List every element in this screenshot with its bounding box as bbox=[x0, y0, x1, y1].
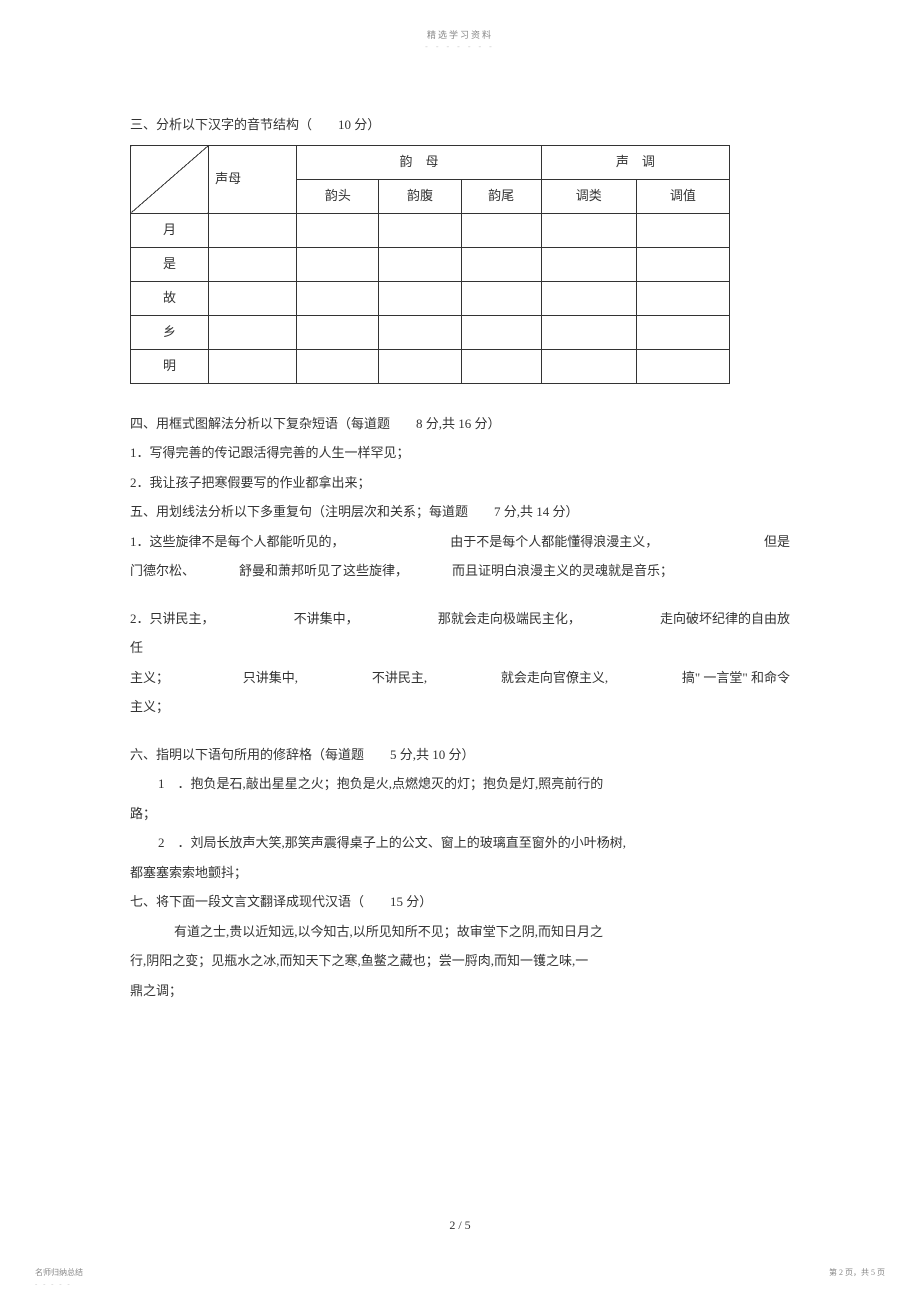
section7-text3: 鼎之调； bbox=[130, 981, 790, 1001]
syllable-table: 声母 韵 母 声 调 韵头 韵腹 韵尾 调类 调值 月 是 故 乡 明 bbox=[130, 145, 730, 384]
text-segment: 而且证明白浪漫主义的灵魂就是音乐； bbox=[452, 561, 673, 581]
table-row: 明 bbox=[131, 349, 730, 383]
section5-title: 五、用划线法分析以下多重复句（注明层次和关系；每道题 7 分,共 14 分） bbox=[130, 502, 790, 522]
text-segment: 舒曼和萧邦听见了这些旋律， bbox=[239, 561, 408, 581]
section7-text2: 行,阴阳之变；见瓶水之冰,而知天下之寒,鱼鳖之藏也；尝一脟肉,而知一镬之味,一 bbox=[130, 951, 790, 971]
sub-yuntou: 韵头 bbox=[297, 179, 379, 213]
table-diag-cell bbox=[131, 145, 209, 213]
section5-q1-line2: 门德尔松、 舒曼和萧邦听见了这些旋律， 而且证明白浪漫主义的灵魂就是音乐； bbox=[130, 561, 790, 581]
section5-q2-line1: 2．只讲民主， 不讲集中， 那就会走向极端民主化， 走向破坏纪律的自由放 bbox=[130, 609, 790, 629]
section3-title: 三、分析以下汉字的音节结构（ 10 分） bbox=[130, 115, 790, 135]
sub-yunwei: 韵尾 bbox=[461, 179, 541, 213]
section4-q2: 2．我让孩子把寒假要写的作业都拿出来； bbox=[130, 473, 790, 493]
table-header-row: 声母 韵 母 声 调 bbox=[131, 145, 730, 179]
text-segment: 主义； bbox=[130, 668, 169, 688]
row-char: 明 bbox=[131, 349, 209, 383]
text-segment: 不讲集中， bbox=[294, 609, 359, 629]
section6-q2b: 都塞塞索索地颤抖； bbox=[130, 863, 790, 883]
section5-q2-line1e: 任 bbox=[130, 638, 790, 658]
text-segment: 搞" 一言堂" 和命令 bbox=[682, 668, 790, 688]
section7-title: 七、将下面一段文言文翻译成现代汉语（ 15 分） bbox=[130, 892, 790, 912]
row-char: 乡 bbox=[131, 315, 209, 349]
table-row: 故 bbox=[131, 281, 730, 315]
text-segment: 只讲集中, bbox=[243, 668, 298, 688]
section7-text1: 有道之士,贵以近知远,以今知古,以所见知所不见；故审堂下之阴,而知日月之 bbox=[130, 922, 790, 942]
row-char: 是 bbox=[131, 247, 209, 281]
col-yunmu: 韵 母 bbox=[297, 145, 541, 179]
section6-q1b: 路； bbox=[130, 804, 790, 824]
col-shengdiao: 声 调 bbox=[541, 145, 729, 179]
section5-q1-line1: 1．这些旋律不是每个人都能听见的， 由于不是每个人都能懂得浪漫主义， 但是 bbox=[130, 532, 790, 552]
row-char: 月 bbox=[131, 213, 209, 247]
table-row: 乡 bbox=[131, 315, 730, 349]
text-segment: 1．这些旋律不是每个人都能听见的， bbox=[130, 532, 345, 552]
page-number: 2 / 5 bbox=[449, 1218, 470, 1233]
header-dots: - - - - - - - bbox=[425, 42, 495, 51]
section5-q2-line3: 主义； bbox=[130, 697, 790, 717]
section6-q2: 2 ．刘局长放声大笑,那笑声震得桌子上的公文、窗上的玻璃直至窗外的小叶杨树, bbox=[130, 833, 790, 853]
table-row: 是 bbox=[131, 247, 730, 281]
text-segment: 由于不是每个人都能懂得浪漫主义， bbox=[450, 532, 658, 552]
section6-q1: 1 ．抱负是石,敲出星星之火；抱负是火,点燃熄灭的灯；抱负是灯,照亮前行的 bbox=[130, 774, 790, 794]
section4-title: 四、用框式图解法分析以下复杂短语（每道题 8 分,共 16 分） bbox=[130, 414, 790, 434]
footer-left-dots: - - - - - bbox=[35, 1280, 72, 1288]
sub-yunfu: 韵腹 bbox=[379, 179, 461, 213]
document-content: 三、分析以下汉字的音节结构（ 10 分） 声母 韵 母 声 调 韵头 韵腹 韵尾… bbox=[130, 115, 790, 1010]
sub-diaolei: 调类 bbox=[541, 179, 636, 213]
text-segment: 不讲民主, bbox=[372, 668, 427, 688]
text-segment: 但是 bbox=[764, 532, 790, 552]
section4-q1: 1．写得完善的传记跟活得完善的人生一样罕见； bbox=[130, 443, 790, 463]
section5-q2-line2: 主义； 只讲集中, 不讲民主, 就会走向官僚主义, 搞" 一言堂" 和命令 bbox=[130, 668, 790, 688]
col-shengmu: 声母 bbox=[209, 145, 297, 213]
section6-title: 六、指明以下语句所用的修辞格（每道题 5 分,共 10 分） bbox=[130, 745, 790, 765]
text-segment: 2．只讲民主， bbox=[130, 609, 215, 629]
header-watermark: 精选学习资料 bbox=[427, 28, 493, 41]
text-segment: 门德尔松、 bbox=[130, 561, 195, 581]
footer-left: 名师归纳总结 bbox=[35, 1267, 83, 1278]
text-segment: 就会走向官僚主义, bbox=[501, 668, 608, 688]
text-segment: 走向破坏纪律的自由放 bbox=[660, 609, 790, 629]
sub-diaozhi: 调值 bbox=[636, 179, 729, 213]
table-row: 月 bbox=[131, 213, 730, 247]
row-char: 故 bbox=[131, 281, 209, 315]
text-segment: 那就会走向极端民主化， bbox=[438, 609, 581, 629]
footer-right: 第 2 页，共 5 页 bbox=[829, 1267, 885, 1278]
